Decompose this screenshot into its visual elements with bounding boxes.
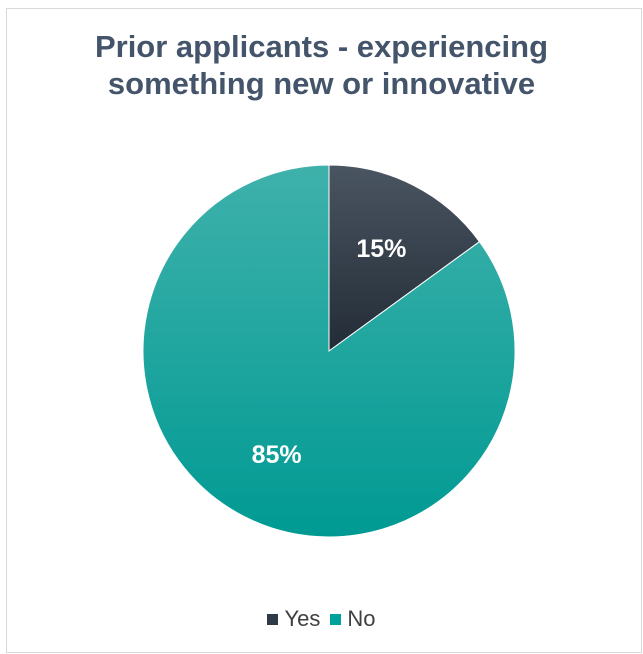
data-label-no: 85% (252, 441, 302, 469)
pie-slice-yes (328, 164, 481, 352)
chart-title: Prior applicants - experiencing somethin… (0, 28, 643, 102)
chart-title-line-1: Prior applicants - experiencing (94, 29, 549, 64)
legend-swatch-no (330, 613, 342, 625)
legend-label-no: No (347, 606, 376, 631)
legend-item-yes: Yes (267, 606, 320, 632)
chart-legend: Yes No (0, 606, 643, 632)
legend-swatch-yes (267, 613, 279, 625)
pie-slice-no (142, 164, 516, 538)
legend-item-no: No (330, 606, 376, 632)
data-label-yes: 15% (356, 235, 406, 263)
legend-label-yes: Yes (284, 606, 321, 631)
chart-title-line-2: something new or innovative (107, 66, 536, 101)
